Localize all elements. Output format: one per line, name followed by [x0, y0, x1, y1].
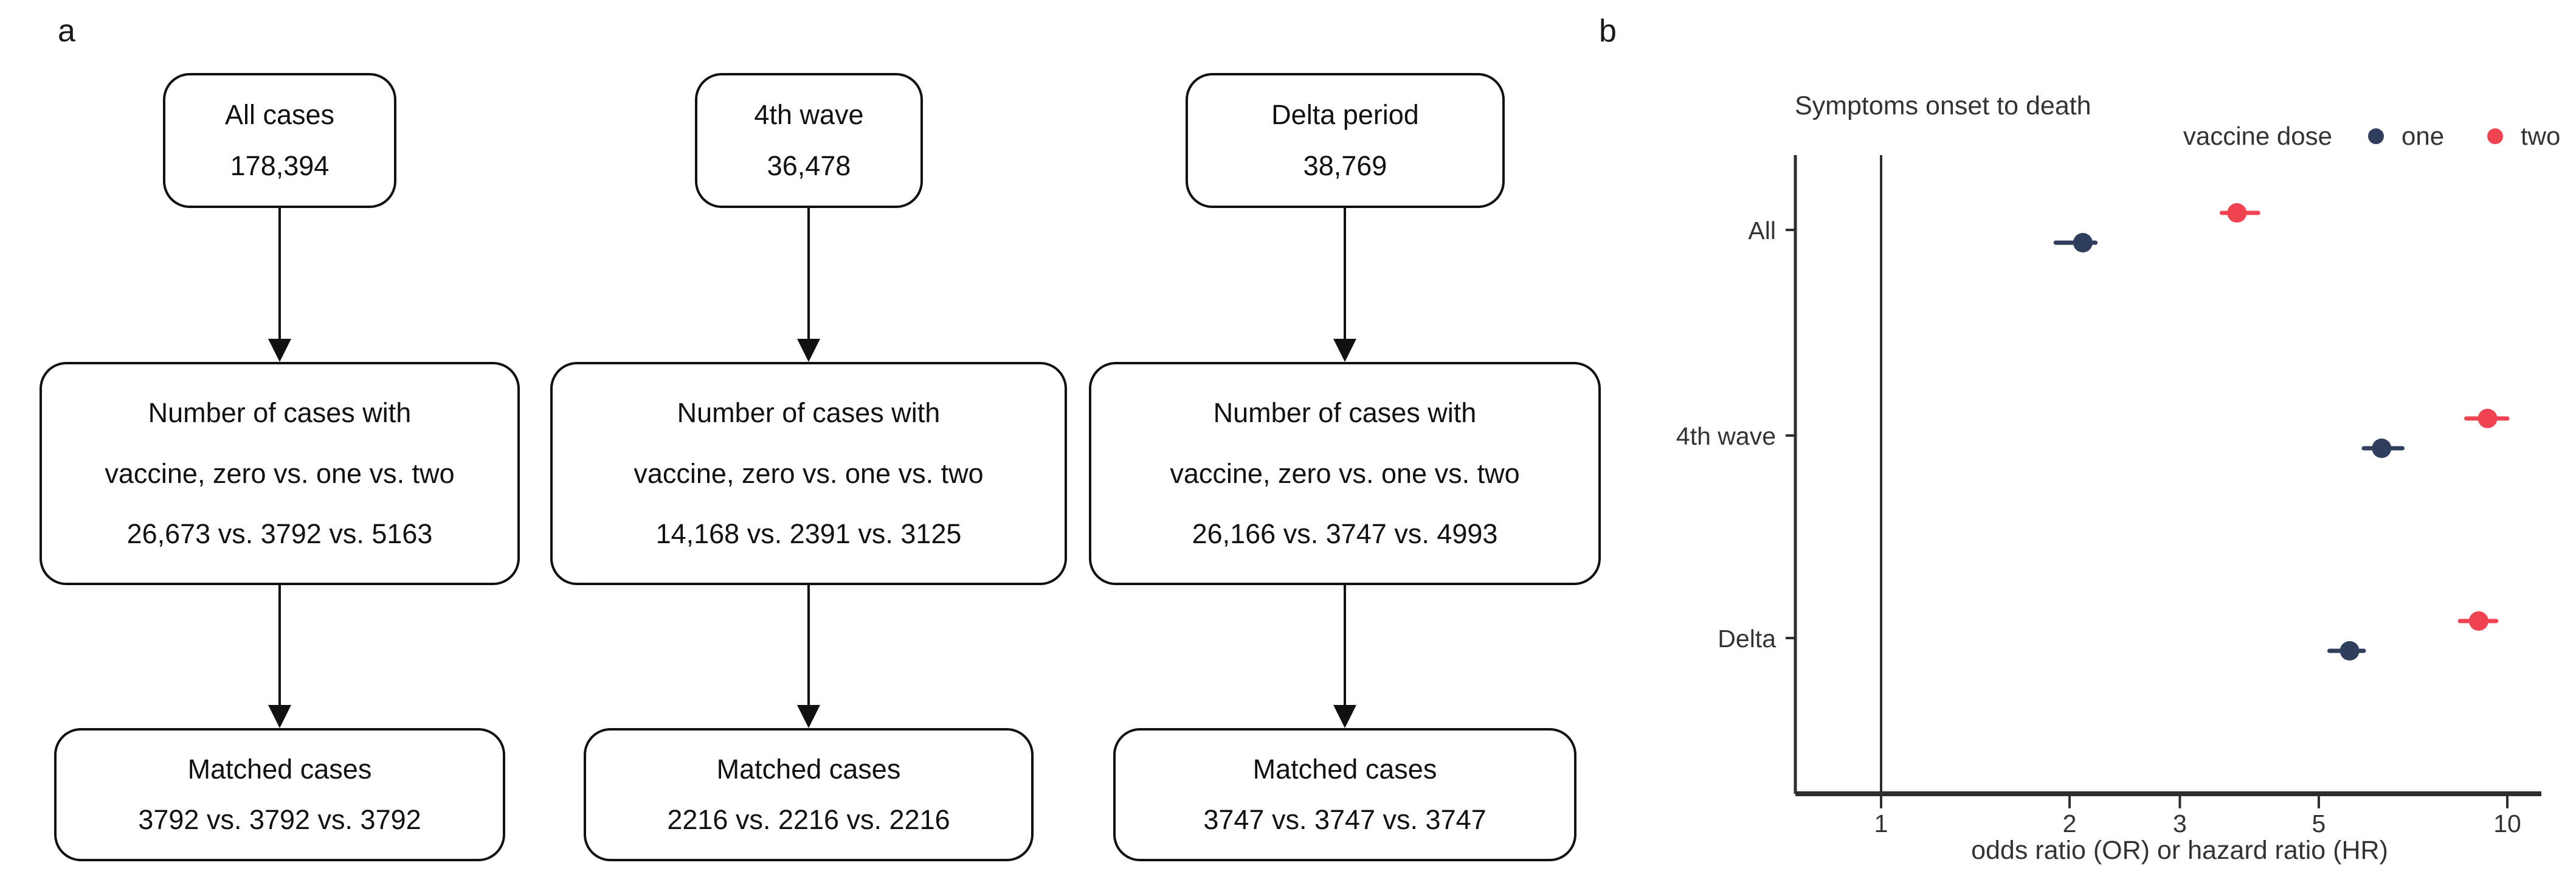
flow-box-title: Delta period [1271, 99, 1419, 130]
flow-box-line: 14,168 vs. 2391 vs. 3125 [655, 518, 962, 550]
flow-box-value: 2216 vs. 2216 vs. 2216 [667, 804, 950, 836]
flow-box-value: 3747 vs. 3747 vs. 3747 [1203, 804, 1487, 836]
x-tick-label: 1 [1874, 810, 1888, 838]
data-point-one [2339, 641, 2360, 661]
data-point-one [2372, 439, 2392, 458]
flow-arrow [1344, 585, 1346, 705]
flow-box-line: Number of cases with [148, 397, 412, 428]
legend-dot-two [2487, 128, 2503, 144]
flow-box-line: vaccine, zero vs. one vs. two [1170, 457, 1520, 489]
legend-label-one: one [2402, 122, 2444, 150]
flow-box-line: Number of cases with [1213, 397, 1477, 428]
legend-title: vaccine dose [2183, 122, 2332, 150]
x-axis-label: odds ratio (OR) or hazard ratio (HR) [1971, 836, 2388, 865]
flow-box-title: Matched cases [716, 753, 901, 785]
flow-box-title: All cases [224, 99, 335, 130]
flow-box-title: Matched cases [1252, 753, 1437, 785]
flow-arrow [1344, 208, 1346, 339]
data-point-two [2478, 409, 2498, 428]
flow-box-title: Matched cases [187, 753, 372, 785]
flow-box-all-matched: Matched cases 3792 vs. 3792 vs. 3792 [54, 728, 505, 861]
flow-arrow [807, 208, 810, 339]
y-tick-label: 4th wave [1676, 422, 1776, 450]
flow-box-line: 26,166 vs. 3747 vs. 4993 [1192, 518, 1498, 550]
legend-label-two: two [2521, 122, 2560, 150]
y-tick-label: All [1748, 217, 1776, 245]
flow-box-line: 26,673 vs. 3792 vs. 5163 [126, 518, 433, 550]
legend-dot-one [2368, 128, 2384, 144]
data-point-two [2227, 203, 2247, 223]
flow-box-title: 4th wave [754, 99, 864, 130]
data-point-two [2468, 611, 2488, 631]
panel-a-label: a [58, 13, 75, 49]
plot-area: All 4th wave Delta 1 2 3 5 10 one two [1676, 122, 2560, 838]
flow-box-line: vaccine, zero vs. one vs. two [634, 457, 984, 489]
flow-box-line: vaccine, zero vs. one vs. two [105, 457, 455, 489]
flow-box-all-cases: All cases 178,394 [163, 73, 396, 208]
flow-box-value: 178,394 [230, 150, 330, 182]
flow-box-value: 36,478 [767, 150, 851, 182]
flow-arrow [807, 585, 810, 705]
flow-box-value: 38,769 [1303, 150, 1387, 182]
flow-box-delta-vaccine-counts: Number of cases with vaccine, zero vs. o… [1089, 362, 1601, 585]
flow-box-value: 3792 vs. 3792 vs. 3792 [138, 804, 421, 836]
x-tick-label: 3 [2173, 810, 2187, 838]
data-point-one [2073, 233, 2093, 252]
flow-arrow [278, 585, 281, 705]
flow-box-4th-wave-vaccine-counts: Number of cases with vaccine, zero vs. o… [550, 362, 1067, 585]
flow-box-delta-period: Delta period 38,769 [1186, 73, 1505, 208]
flow-box-4th-wave-matched: Matched cases 2216 vs. 2216 vs. 2216 [584, 728, 1034, 861]
x-tick-label: 10 [2493, 810, 2521, 838]
chart-title: Symptoms onset to death [1795, 91, 2091, 120]
x-tick-label: 2 [2063, 810, 2077, 838]
flow-box-line: Number of cases with [677, 397, 941, 428]
x-tick-label: 5 [2312, 810, 2326, 838]
flow-box-all-vaccine-counts: Number of cases with vaccine, zero vs. o… [40, 362, 520, 585]
flow-arrow [278, 208, 281, 339]
y-tick-label: Delta [1718, 625, 1776, 653]
flow-box-4th-wave: 4th wave 36,478 [695, 73, 923, 208]
flow-box-delta-matched: Matched cases 3747 vs. 3747 vs. 3747 [1113, 728, 1576, 861]
panel-b-label: b [1599, 13, 1617, 49]
